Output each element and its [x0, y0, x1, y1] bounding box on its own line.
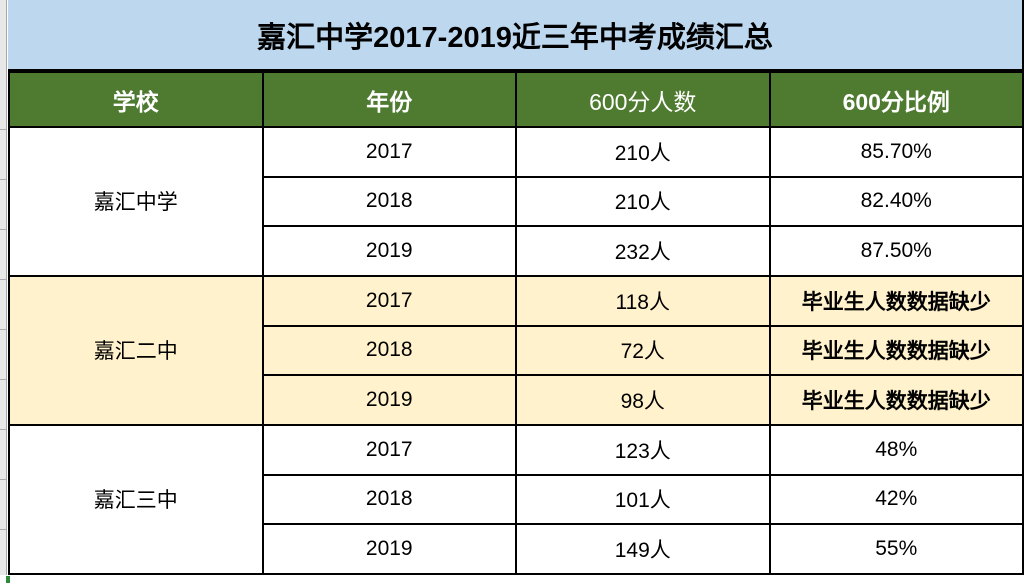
gridline	[0, 479, 7, 480]
table-row: 嘉汇三中 2017 123人 48%	[8, 423, 1024, 576]
gridline	[0, 179, 7, 180]
school-cell[interactable]: 嘉汇二中	[8, 274, 264, 426]
gridline	[0, 129, 7, 130]
year-cell[interactable]: 2018	[261, 175, 517, 228]
ratio-cell[interactable]: 82.40%	[768, 175, 1024, 228]
table-row: 嘉汇二中 2017 118人 毕业生人数数据缺少	[8, 274, 1024, 426]
ratio-cell[interactable]: 85.70%	[768, 126, 1024, 178]
header-school[interactable]: 学校	[8, 71, 264, 128]
adjacent-column-sliver	[0, 0, 7, 575]
ratio-cell[interactable]: 87.50%	[768, 225, 1024, 277]
header-600-count[interactable]: 600分人数	[515, 71, 771, 128]
year-cell[interactable]: 2017	[261, 126, 517, 178]
year-cell[interactable]: 2019	[261, 225, 517, 277]
count-cell[interactable]: 232人	[515, 225, 771, 277]
ratio-cell[interactable]: 毕业生人数数据缺少	[768, 374, 1024, 426]
ratio-cell[interactable]: 48%	[768, 423, 1024, 476]
count-cell[interactable]: 98人	[515, 374, 771, 426]
gridline	[0, 429, 7, 430]
count-cell[interactable]: 118人	[515, 274, 771, 327]
table-row: 2018 72人 毕业生人数数据缺少	[9, 324, 1024, 377]
header-year[interactable]: 年份	[261, 71, 517, 128]
year-cell[interactable]: 2019	[261, 523, 517, 575]
count-cell[interactable]: 210人	[515, 126, 771, 178]
ratio-cell[interactable]: 毕业生人数数据缺少	[768, 324, 1024, 377]
year-cell[interactable]: 2017	[261, 423, 517, 476]
table-row: 2019 98人 毕业生人数数据缺少	[9, 374, 1024, 426]
count-cell[interactable]: 149人	[515, 523, 771, 575]
count-cell[interactable]: 101人	[515, 473, 771, 526]
table-row: 2018 101人 42%	[9, 473, 1024, 526]
table-row: 2019 149人 55%	[9, 523, 1024, 575]
ratio-cell[interactable]: 42%	[768, 473, 1024, 526]
score-summary-table: 嘉汇中学2017-2019近三年中考成绩汇总 学校 年份 600分人数 600分…	[8, 0, 1024, 576]
header-600-ratio[interactable]: 600分比例	[768, 71, 1024, 128]
year-cell[interactable]: 2019	[261, 374, 517, 426]
gridline	[0, 329, 7, 330]
ratio-cell[interactable]: 55%	[768, 523, 1024, 575]
year-cell[interactable]: 2017	[261, 274, 517, 327]
year-cell[interactable]: 2018	[261, 324, 517, 377]
gridline	[0, 379, 7, 380]
count-cell[interactable]: 123人	[515, 423, 771, 476]
year-cell[interactable]: 2018	[261, 473, 517, 526]
table-row: 2018 210人 82.40%	[9, 175, 1024, 228]
gridline	[0, 279, 7, 280]
table-row: 嘉汇中学 2017 210人 85.70%	[8, 126, 1024, 277]
count-cell[interactable]: 210人	[515, 175, 771, 228]
table-row: 2019 232人 87.50%	[9, 225, 1024, 277]
header-row: 学校 年份 600分人数 600分比例	[8, 71, 1024, 128]
count-cell[interactable]: 72人	[515, 324, 771, 377]
school-cell[interactable]: 嘉汇中学	[8, 126, 264, 277]
gridline	[0, 229, 7, 230]
school-cell[interactable]: 嘉汇三中	[8, 423, 264, 576]
table-title[interactable]: 嘉汇中学2017-2019近三年中考成绩汇总	[8, 0, 1024, 71]
ratio-cell[interactable]: 毕业生人数数据缺少	[768, 274, 1024, 327]
fill-handle[interactable]	[6, 576, 10, 583]
gridline	[0, 529, 7, 530]
